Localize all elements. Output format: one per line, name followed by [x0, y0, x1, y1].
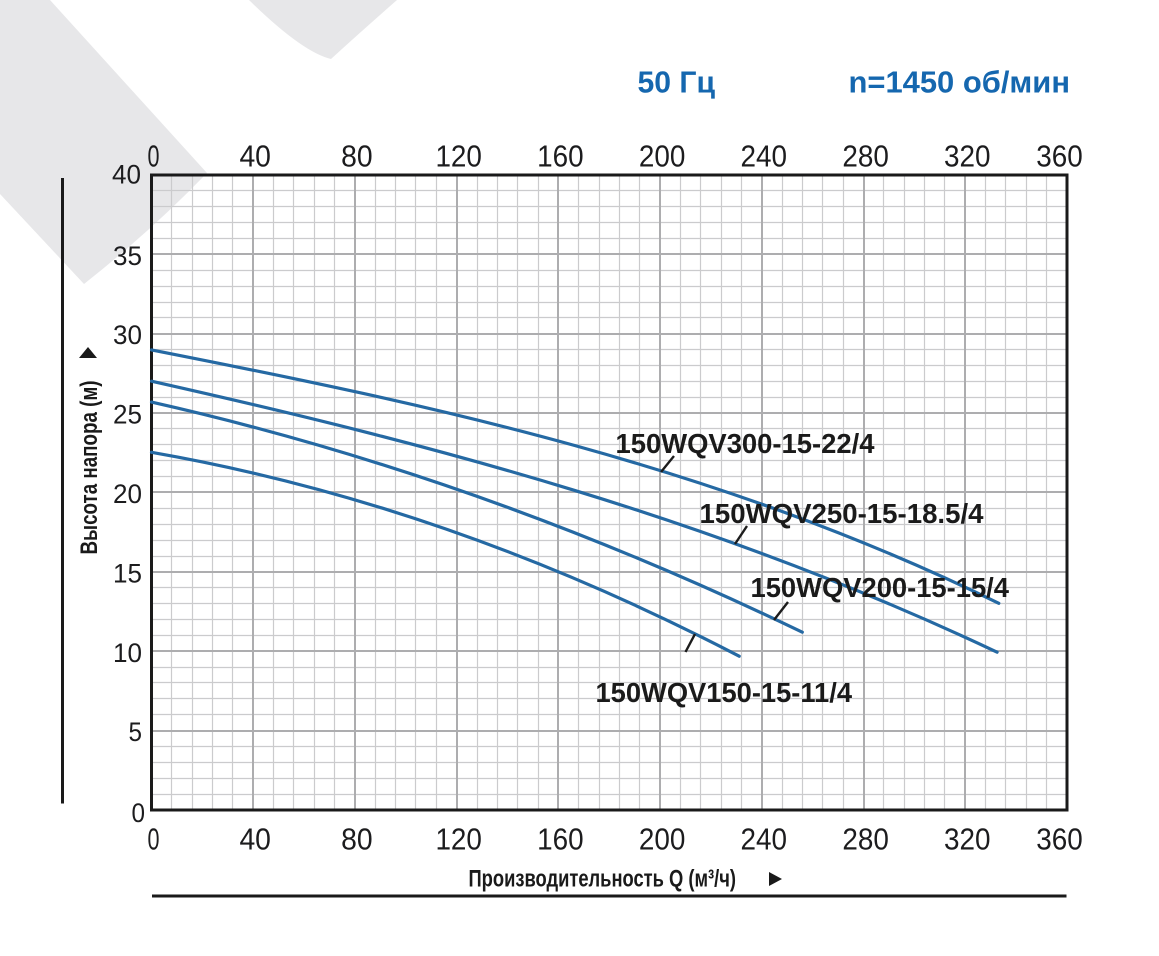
svg-text:200: 200 — [639, 139, 686, 174]
svg-text:120: 120 — [435, 822, 482, 857]
svg-text:160: 160 — [537, 139, 584, 174]
svg-text:5: 5 — [129, 717, 143, 747]
svg-text:320: 320 — [944, 822, 991, 857]
svg-text:0: 0 — [132, 798, 146, 828]
svg-text:280: 280 — [842, 139, 889, 174]
svg-text:10: 10 — [113, 638, 142, 668]
svg-text:150WQV150-15-11/4: 150WQV150-15-11/4 — [596, 677, 853, 708]
svg-text:120: 120 — [435, 139, 482, 174]
svg-text:35: 35 — [113, 241, 142, 271]
svg-text:360: 360 — [1036, 139, 1083, 174]
svg-text:150WQV300-15-22/4: 150WQV300-15-22/4 — [616, 428, 875, 459]
svg-text:Высота напора (м): Высота напора (м) — [76, 381, 103, 555]
svg-text:240: 240 — [741, 822, 788, 857]
svg-text:Производительность Q (м³/ч): Производительность Q (м³/ч) — [469, 865, 737, 892]
svg-text:25: 25 — [113, 400, 142, 430]
svg-text:360: 360 — [1036, 822, 1083, 857]
svg-text:280: 280 — [842, 822, 889, 857]
svg-text:40: 40 — [239, 822, 271, 857]
svg-text:20: 20 — [113, 479, 142, 509]
svg-text:0: 0 — [148, 822, 160, 857]
svg-text:40: 40 — [239, 139, 271, 174]
svg-text:150WQV200-15-15/4: 150WQV200-15-15/4 — [751, 572, 1010, 603]
svg-text:80: 80 — [341, 822, 373, 857]
svg-text:200: 200 — [639, 822, 686, 857]
svg-text:80: 80 — [341, 139, 373, 174]
svg-text:160: 160 — [537, 822, 584, 857]
svg-text:30: 30 — [113, 320, 142, 350]
svg-text:320: 320 — [944, 139, 991, 174]
svg-text:240: 240 — [741, 139, 788, 174]
svg-text:n=1450 об/мин: n=1450 об/мин — [849, 65, 1071, 100]
svg-text:150WQV250-15-18.5/4: 150WQV250-15-18.5/4 — [700, 498, 984, 529]
svg-text:50 Гц: 50 Гц — [638, 65, 716, 100]
svg-text:40: 40 — [112, 160, 141, 190]
svg-text:15: 15 — [113, 558, 142, 588]
svg-text:0: 0 — [148, 139, 160, 174]
